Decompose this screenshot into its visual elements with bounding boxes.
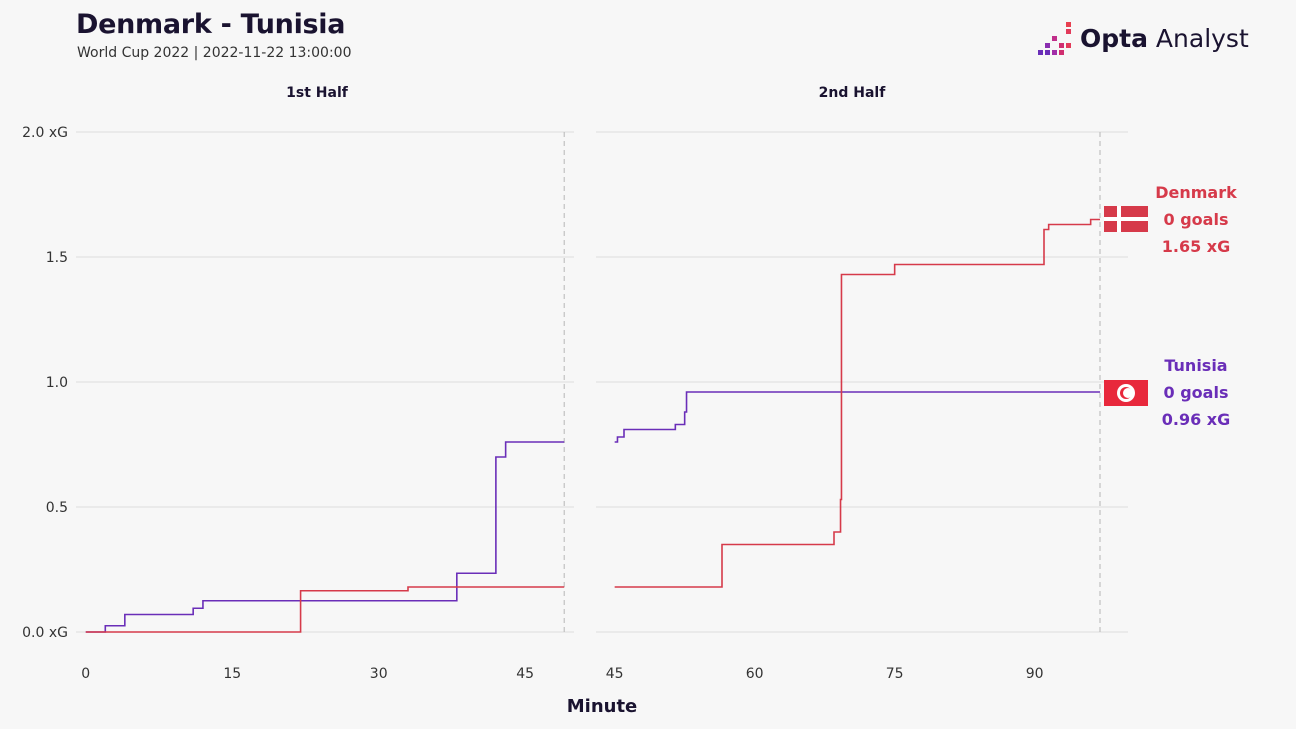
x-tick-label: 45 bbox=[606, 666, 624, 682]
series-lines bbox=[85, 218, 1100, 633]
team-goals: 0 goals bbox=[1164, 383, 1229, 402]
logo-bold-text: Opta bbox=[1080, 24, 1148, 53]
panel-title: 2nd Half bbox=[819, 85, 887, 101]
x-tick-label: 75 bbox=[886, 666, 904, 682]
x-tick-label: 45 bbox=[516, 666, 534, 682]
team-xg: 0.96 xG bbox=[1162, 410, 1231, 429]
x-axis-label: Minute bbox=[567, 696, 638, 717]
x-tick-label: 60 bbox=[746, 666, 764, 682]
opta-analyst-logo: Opta Analyst bbox=[1036, 20, 1249, 62]
x-tick-label: 90 bbox=[1026, 666, 1044, 682]
opta-logo-icon bbox=[1038, 22, 1071, 55]
logo-light-text: Analyst bbox=[1155, 24, 1249, 53]
x-tick-label: 15 bbox=[223, 666, 241, 682]
team-xg: 1.65 xG bbox=[1162, 237, 1231, 256]
team-summaries: Denmark 0 goals 1.65 xG Tunisia 0 goals 0.96 … bbox=[1104, 183, 1237, 429]
series-line-denmark bbox=[614, 218, 1100, 588]
denmark-flag-icon bbox=[1104, 206, 1148, 232]
chart-subtitle: World Cup 2022 | 2022-11-22 13:00:00 bbox=[77, 45, 352, 61]
panel-title: 1st Half bbox=[286, 85, 349, 101]
tunisia-flag-icon bbox=[1104, 380, 1148, 406]
series-line-tunisia bbox=[85, 441, 565, 633]
x-tick-label: 30 bbox=[370, 666, 388, 682]
chart-title: Denmark - Tunisia bbox=[76, 9, 346, 40]
series-line-tunisia bbox=[614, 391, 1100, 443]
y-tick-label: 0.5 bbox=[46, 500, 68, 516]
x-tick-label: 0 bbox=[81, 666, 90, 682]
y-tick-label: 1.0 bbox=[46, 375, 68, 391]
series-line-denmark bbox=[85, 586, 565, 633]
team-name: Denmark bbox=[1155, 183, 1237, 202]
team-goals: 0 goals bbox=[1164, 210, 1229, 229]
grid-lines bbox=[76, 131, 1128, 633]
y-tick-label: 2.0 xG bbox=[22, 125, 68, 141]
y-tick-label: 1.5 bbox=[46, 250, 68, 266]
team-name: Tunisia bbox=[1164, 356, 1227, 375]
y-tick-label: 0.0 xG bbox=[22, 625, 68, 641]
axis-labels: 0.0 xG 0.5 1.0 1.5 2.0 xG 1st Half 0 15 30 45 2nd … bbox=[22, 85, 1043, 717]
